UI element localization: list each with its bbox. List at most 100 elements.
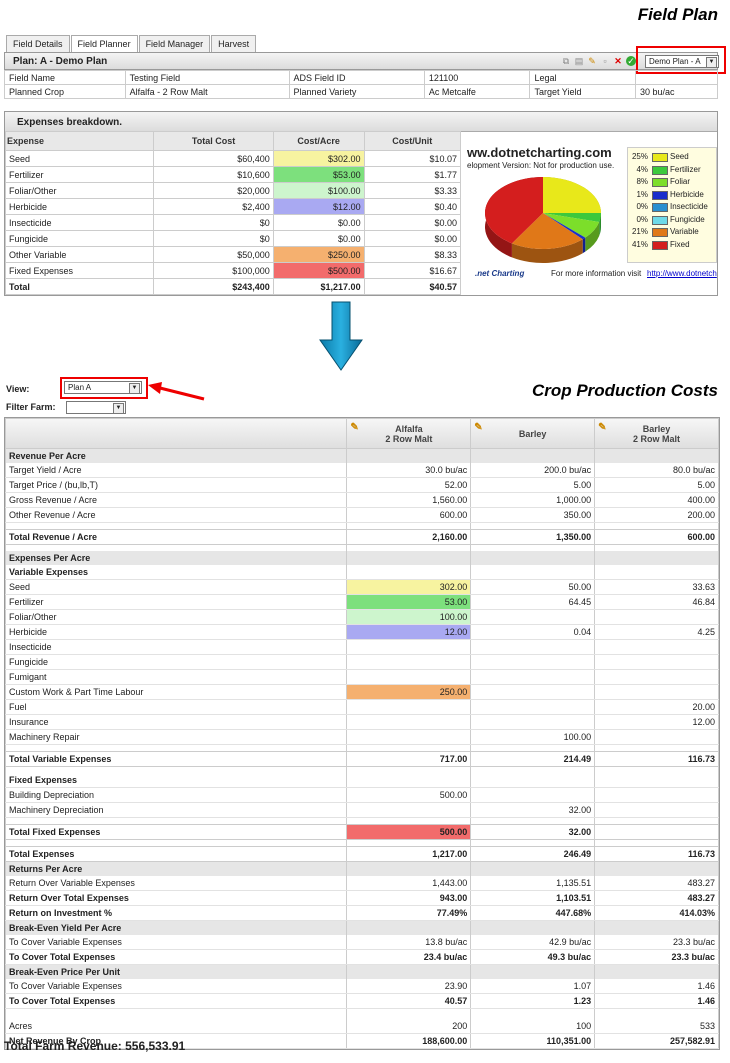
row-value — [346, 817, 472, 825]
table-row: Return on Investment % 77.49% 447.68% 414.0… — [4, 905, 719, 921]
row-label: Target Price / (bu,lb,T) — [4, 477, 348, 493]
expense-value: $0 — [153, 230, 274, 247]
row-value — [594, 824, 719, 840]
row-value: 23.90 — [346, 979, 472, 994]
row-value — [470, 714, 596, 730]
row-value: 533 — [594, 1019, 719, 1034]
print-icon[interactable]: ▤ — [574, 56, 584, 66]
row-value: 53.00 — [346, 594, 472, 610]
row-value — [346, 744, 472, 752]
copy-icon[interactable]: ⧉ — [562, 56, 570, 66]
pie-slice-foliar — [543, 213, 600, 238]
row-value — [346, 920, 472, 935]
row-value: 483.27 — [594, 876, 719, 891]
filter-farm-select[interactable]: ▼ — [66, 401, 126, 414]
row-value: 1,135.51 — [470, 876, 596, 891]
legend-item: 0% Fungicide — [630, 215, 714, 226]
field-info-value: Ac Metcalfe — [423, 84, 531, 99]
row-label: Machinery Depreciation — [4, 802, 348, 818]
legend-swatch — [652, 240, 668, 250]
legend-label: Seed — [670, 152, 689, 161]
field-info-value: Testing Field — [124, 70, 290, 85]
legend-pct: 41% — [631, 239, 648, 249]
row-value: 302.00 — [346, 579, 472, 595]
row-value — [594, 839, 719, 847]
row-value: 32.00 — [470, 824, 596, 840]
down-arrow-icon — [319, 301, 363, 371]
row-label: To Cover Variable Expenses — [4, 979, 348, 994]
legend-item: 8% Foliar — [630, 177, 714, 188]
tab-field-manager[interactable]: Field Manager — [138, 35, 211, 52]
red-pointer-arrow-icon — [148, 382, 205, 401]
row-value — [346, 964, 472, 979]
expense-value: $0 — [153, 214, 274, 231]
row-value: 12.00 — [594, 714, 719, 730]
row-value: 5.00 — [594, 477, 719, 493]
row-value: 1.46 — [594, 979, 719, 994]
crop-column-header: ✎ Barley — [470, 418, 596, 449]
expense-value: $0.00 — [272, 214, 365, 231]
row-label: Break-Even Price Per Unit — [4, 964, 348, 979]
row-value — [470, 448, 596, 463]
row-value: 447.68% — [470, 905, 596, 921]
tab-harvest[interactable]: Harvest — [211, 35, 257, 52]
row-value: 52.00 — [346, 477, 472, 493]
row-value — [346, 861, 472, 876]
row-value — [470, 817, 596, 825]
table-row: Expenses Per Acre — [4, 551, 719, 565]
field-info-value — [634, 70, 719, 85]
tab-field-details[interactable]: Field Details — [6, 35, 70, 52]
table-row: Machinery Depreciation 32.00 — [4, 802, 719, 818]
expense-value: $10.07 — [363, 150, 462, 167]
edit-icon[interactable]: ✎ — [350, 422, 359, 433]
row-value — [594, 565, 719, 580]
pie-slice-variable — [511, 213, 583, 249]
crop-variety: 2 Row Malt — [633, 433, 681, 444]
row-value — [470, 699, 596, 715]
edit-icon[interactable]: ✎ — [598, 422, 607, 433]
pie-slice-side — [582, 237, 586, 254]
row-value — [346, 714, 472, 730]
view-select[interactable]: Plan A ▼ — [64, 381, 142, 394]
row-value — [346, 802, 472, 818]
approve-icon[interactable]: ✓ — [626, 56, 636, 66]
expense-name: Fixed Expenses — [4, 262, 155, 279]
row-value: 1.23 — [470, 993, 596, 1009]
table-row: Fungicide — [4, 654, 719, 670]
row-value: 42.9 bu/ac — [470, 935, 596, 950]
expenses-table: Expense Total Cost Cost/Acre Cost/Unit Seed… — [4, 131, 462, 295]
expense-value: $250.00 — [272, 246, 365, 263]
plan-select[interactable]: Demo Plan - A ▼ — [645, 55, 719, 68]
row-value: 1,560.00 — [346, 492, 472, 508]
row-value: 483.27 — [594, 890, 719, 906]
row-label: Fuel — [4, 699, 348, 715]
row-label: Custom Work & Part Time Labour — [4, 684, 348, 700]
chart-footer-link[interactable]: http://www.dotnetch — [647, 269, 717, 278]
row-label: Foliar/Other — [4, 609, 348, 625]
edit-icon[interactable]: ✎ — [474, 422, 483, 433]
crop-name: Barley — [518, 428, 547, 439]
row-value: 64.45 — [470, 594, 596, 610]
expense-value: $243,400 — [153, 278, 274, 295]
tab-field-planner[interactable]: Field Planner — [70, 35, 138, 52]
row-value — [470, 639, 596, 655]
chevron-down-icon: ▼ — [706, 57, 717, 68]
expense-value: $50,000 — [153, 246, 274, 263]
row-value: 2,160.00 — [346, 529, 472, 545]
expense-value: $2,400 — [153, 198, 274, 215]
field-info-table: Field Name Testing Field ADS Field ID 12110… — [4, 70, 719, 99]
row-label — [4, 1008, 348, 1019]
row-value — [594, 544, 719, 551]
new-icon[interactable]: ▫ — [603, 56, 607, 66]
row-value — [594, 551, 719, 565]
table-row: To Cover Total Expenses 40.57 1.23 1.46 — [4, 993, 719, 1009]
expenses-row: Seed $60,400 $302.00 $10.07 — [4, 150, 462, 167]
expense-name: Insecticide — [4, 214, 155, 231]
delete-icon[interactable]: ✕ — [614, 56, 622, 66]
edit-icon[interactable]: ✎ — [588, 56, 596, 66]
row-value: 5.00 — [470, 477, 596, 493]
field-info-label: Legal — [529, 70, 636, 85]
expense-name: Total — [4, 278, 155, 295]
table-row: Target Price / (bu,lb,T) 52.00 5.00 5.00 — [4, 477, 719, 493]
row-value — [470, 565, 596, 580]
